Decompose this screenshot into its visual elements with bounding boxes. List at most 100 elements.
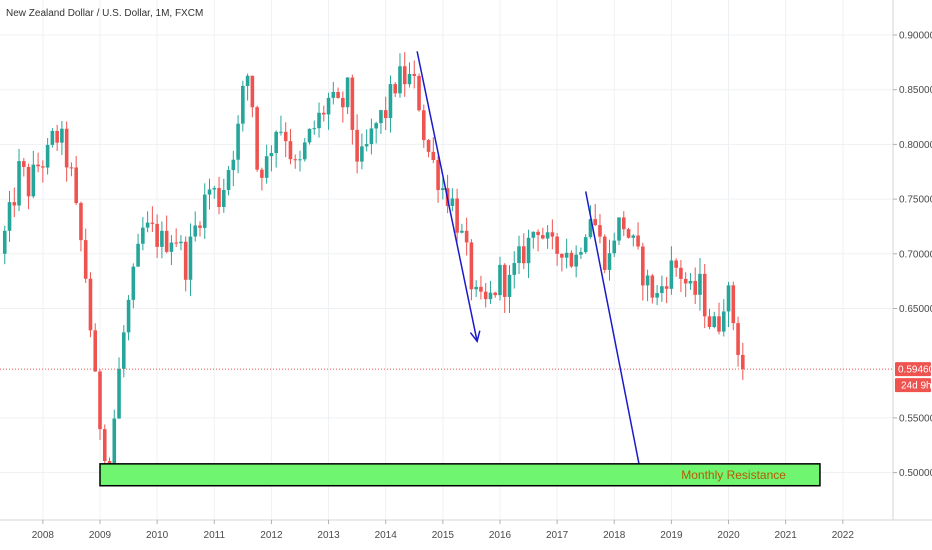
candle-body [98,371,102,430]
candle-body [474,286,478,290]
candle-body [741,354,745,370]
time-axis[interactable]: 2008 2009 2010 2011 2012 2013 2014 2015 2016 2017… [0,519,932,541]
candle-body [60,128,64,143]
candle-body [631,235,636,238]
candle-body [436,160,440,191]
candle-body [17,161,21,206]
candle-body [279,131,283,133]
x-tick-label: 2008 [32,530,55,541]
candle-body [321,112,326,115]
candle-body [588,219,593,238]
candle-body [79,203,83,241]
candle-body [564,252,569,258]
candle-body [302,142,307,160]
candle-body [155,223,159,247]
candle-body [93,330,98,372]
y-tick-label: 0.50000 [899,468,932,479]
candle-body [707,316,712,328]
chart-title: New Zealand Dollar / U.S. Dollar, 1M, FX… [6,8,203,19]
candle-body [55,130,59,143]
candle-body [345,77,350,108]
x-tick-label: 2018 [603,530,626,541]
candle-body [131,266,136,300]
candle-body [336,91,340,98]
chart-grid [0,0,893,520]
candle-body [541,235,545,239]
candle-body [293,159,298,161]
candle-body [145,222,150,228]
x-tick-label: 2013 [317,530,340,541]
last-price-value: 0.59460 [898,365,932,376]
candle-body [383,110,388,119]
candle-body [217,188,221,207]
candle-body [212,188,217,190]
candle-body [441,188,445,191]
candle-body [150,222,155,224]
candle-body [231,159,236,171]
candle-body [241,85,245,124]
candle-body [245,75,250,86]
candlestick-series [2,52,745,486]
candle-body [731,285,736,324]
candle-body [521,246,526,264]
y-tick-label: 0.85000 [899,85,932,96]
price-axis[interactable]: 0.90000 0.85000 0.80000 0.75000 0.70000 0.650… [892,0,932,520]
candle-body [369,128,374,145]
candle-body [469,242,474,290]
candle-body [260,169,264,178]
monthly-resistance-zone [99,463,821,487]
candle-body [188,236,193,280]
candle-body [612,240,617,254]
trend-arrow-line [584,191,644,484]
trend-arrow-head [469,330,481,344]
candle-body [550,232,555,237]
candle-body [617,217,621,241]
candle-body [326,97,331,115]
candle-body [402,66,407,85]
candle-body [498,264,502,296]
monthly-resistance-label: Monthly Resistance [681,468,786,482]
candle-body [641,246,645,286]
candle-body [298,159,302,161]
candle-body [183,241,188,280]
candle-body [12,202,17,206]
price-tags: 0.59460 24d 9h [895,362,932,393]
candle-body [674,260,678,268]
candle-body [688,280,693,284]
candle-body [545,232,550,239]
candle-body [50,130,55,145]
candle-body [41,166,45,168]
candle-body [226,170,231,191]
x-tick-label: 2019 [660,530,683,541]
candle-body [269,153,274,157]
candle-body [379,110,383,124]
candle-body [650,275,655,298]
candle-body [264,156,269,178]
candle-body [660,286,664,294]
candle-body [398,66,402,94]
candle-body [317,112,321,129]
x-tick-label: 2011 [204,530,226,541]
candle-body [698,273,702,295]
candle-body [350,77,355,130]
x-tick-label: 2017 [546,530,569,541]
candle-body [574,254,578,267]
y-tick-label: 0.65000 [899,304,932,315]
candle-body [502,264,507,297]
candle-body [393,84,398,94]
candle-body [64,128,69,168]
candle-body [679,267,683,279]
candle-body [198,225,202,228]
candle-body [2,230,7,254]
candle-body [341,97,345,108]
candle-body [74,167,78,204]
candle-body [102,429,107,462]
candle-body [407,73,412,85]
candle-body [693,280,698,295]
candle-body [583,237,588,253]
candle-body [122,332,126,369]
candle-body [669,260,674,289]
candle-body [536,231,540,236]
candle-body [702,273,707,317]
